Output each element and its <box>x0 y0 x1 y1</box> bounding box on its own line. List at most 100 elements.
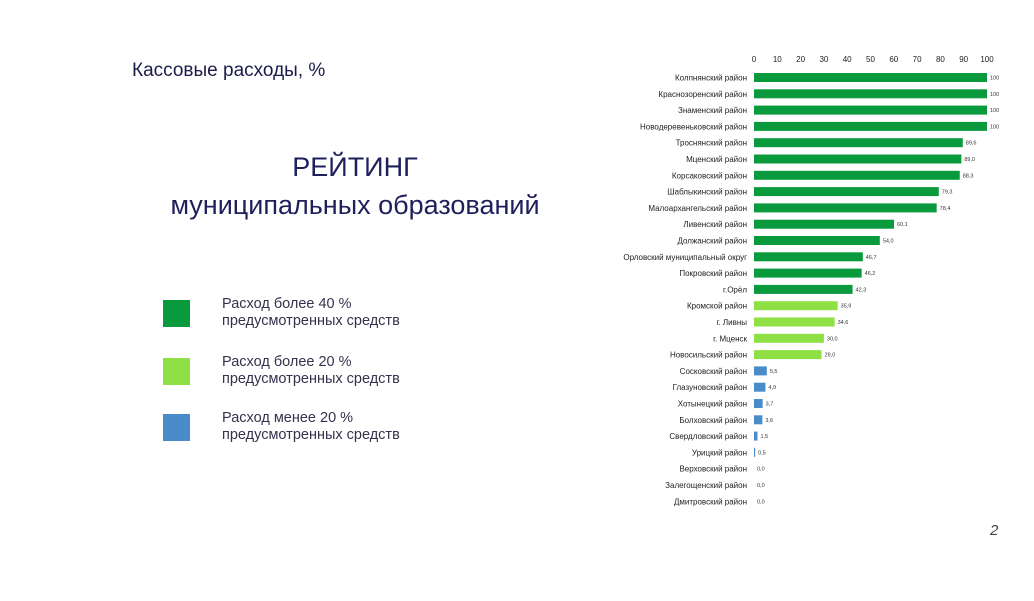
category-label: Корсаковский район <box>672 171 747 180</box>
category-label: г. Мценск <box>713 334 747 343</box>
value-label: 88,3 <box>963 173 974 179</box>
legend-swatch-mid <box>163 358 190 385</box>
value-label: 1,5 <box>760 434 768 440</box>
heading-line-2: муниципальных образований <box>170 190 540 220</box>
bar <box>754 366 767 376</box>
bar <box>754 219 895 229</box>
bar <box>754 301 838 311</box>
legend-item-high: Расход более 40 % предусмотренных средст… <box>163 296 463 336</box>
slide-subtitle: Кассовые расходы, % <box>132 60 326 81</box>
category-label: Краснозоренский район <box>658 90 747 99</box>
x-tick-label: 60 <box>889 55 898 64</box>
bar <box>754 89 987 99</box>
category-label: Кромской район <box>687 302 747 311</box>
bar <box>754 284 853 294</box>
value-label: 0,0 <box>757 467 765 473</box>
category-label: Орловский муниципальный округ <box>623 253 747 262</box>
legend-text-high-line2: предусмотренных средств <box>222 313 400 329</box>
category-label: Новосильский район <box>670 351 747 360</box>
value-label: 42,3 <box>856 287 867 293</box>
category-label: Новодеревеньковский район <box>640 122 747 131</box>
value-label: 35,9 <box>841 304 852 310</box>
category-label: Верховский район <box>679 465 747 474</box>
legend-swatch-low <box>163 414 190 441</box>
bar <box>754 252 863 262</box>
legend-text-low-line1: Расход менее 20 % <box>222 410 354 426</box>
x-tick-label: 20 <box>796 55 805 64</box>
value-label: 79,3 <box>942 190 953 196</box>
bar <box>754 447 756 457</box>
category-label: Троснянский район <box>676 139 747 148</box>
value-label: 3,7 <box>766 402 774 408</box>
legend-text-mid: Расход более 20 % предусмотренных средст… <box>222 354 400 388</box>
category-label: Глазуновский район <box>673 383 747 392</box>
value-label: 100 <box>990 108 999 114</box>
x-tick-label: 90 <box>959 55 968 64</box>
value-label: 3,6 <box>765 418 773 424</box>
value-label: 0,0 <box>757 483 765 489</box>
x-tick-label: 0 <box>752 55 757 64</box>
bar <box>754 350 822 360</box>
bar <box>754 121 987 131</box>
x-tick-label: 30 <box>819 55 828 64</box>
legend-item-low: Расход менее 20 % предусмотренных средст… <box>163 410 463 450</box>
category-label: Дмитровский район <box>674 497 747 506</box>
bar <box>754 431 758 441</box>
value-label: 100 <box>990 76 999 82</box>
bar <box>754 105 987 115</box>
bar <box>754 333 824 343</box>
value-label: 100 <box>990 92 999 98</box>
category-label: Малоархангельский район <box>648 204 747 213</box>
bar <box>754 317 835 327</box>
bar <box>754 170 960 180</box>
value-label: 60,1 <box>897 222 908 228</box>
category-label: г.Орёл <box>723 285 747 294</box>
category-label: Знаменский район <box>678 106 747 115</box>
value-label: 29,0 <box>825 353 836 359</box>
bar <box>754 415 763 425</box>
bar <box>754 236 880 245</box>
value-label: 46,7 <box>866 255 877 261</box>
legend-text-high: Расход более 40 % предусмотренных средст… <box>222 296 400 330</box>
bar <box>754 203 937 213</box>
value-label: 30,0 <box>827 336 838 342</box>
category-label: Шаблыкинский район <box>667 188 747 197</box>
heading-line-1: РЕЙТИНГ <box>292 152 418 182</box>
bar <box>754 154 962 164</box>
category-label: Покровский район <box>679 269 747 278</box>
bar <box>754 138 963 148</box>
category-label: Хотынецкий район <box>678 400 747 409</box>
value-label: 4,9 <box>768 385 776 391</box>
category-label: Залегощенский район <box>665 481 747 490</box>
value-label: 34,6 <box>838 320 849 326</box>
category-label: Свердловский район <box>669 432 747 441</box>
value-label: 78,4 <box>940 206 951 212</box>
legend-text-high-line1: Расход более 40 % <box>222 296 352 312</box>
bar <box>754 187 939 197</box>
legend-swatch-high <box>163 300 190 327</box>
legend-text-mid-line2: предусмотренных средств <box>222 371 400 387</box>
page-number: 2 <box>990 522 999 539</box>
value-label: 0,5 <box>758 450 766 456</box>
value-label: 5,5 <box>770 369 778 375</box>
category-label: Мценский район <box>686 155 747 164</box>
x-tick-label: 70 <box>913 55 922 64</box>
category-label: Урицкий район <box>692 448 747 457</box>
value-label: 46,2 <box>865 271 876 277</box>
category-label: Ливенский район <box>683 220 747 229</box>
bar <box>754 382 766 392</box>
legend-text-mid-line1: Расход более 20 % <box>222 354 352 370</box>
value-label: 54,0 <box>883 239 894 245</box>
bar <box>754 73 987 82</box>
value-label: 89,0 <box>964 157 975 163</box>
x-tick-label: 50 <box>866 55 875 64</box>
value-label: 89,6 <box>966 141 977 147</box>
legend-text-low-line2: предусмотренных средств <box>222 427 400 443</box>
x-tick-label: 100 <box>980 55 994 64</box>
legend-item-mid: Расход более 20 % предусмотренных средст… <box>163 354 463 394</box>
category-label: Должанский район <box>677 237 747 246</box>
slide-heading: РЕЙТИНГ муниципальных образований <box>140 148 570 224</box>
bar <box>754 268 862 278</box>
category-label: г. Ливны <box>716 318 747 327</box>
x-tick-label: 40 <box>843 55 852 64</box>
